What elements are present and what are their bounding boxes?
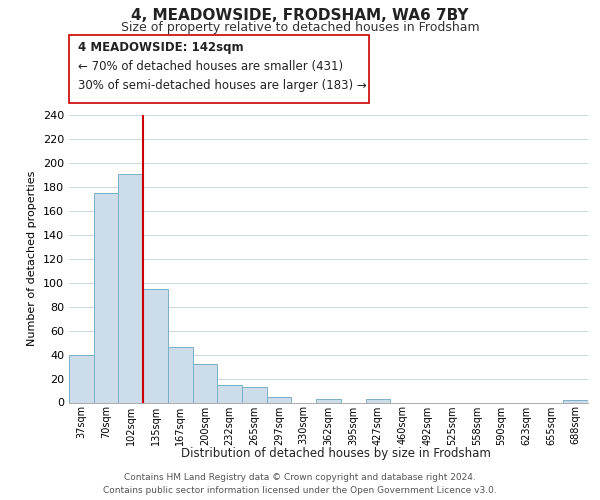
Y-axis label: Number of detached properties: Number of detached properties (28, 171, 37, 346)
Bar (168, 348, 193, 403)
Bar (242, 387, 267, 402)
Bar (217, 384, 242, 402)
Bar (563, 400, 588, 402)
Text: 30% of semi-detached houses are larger (183) →: 30% of semi-detached houses are larger (… (78, 79, 367, 92)
Bar (118, 174, 143, 402)
Text: 4, MEADOWSIDE, FRODSHAM, WA6 7BY: 4, MEADOWSIDE, FRODSHAM, WA6 7BY (131, 8, 469, 22)
Text: Distribution of detached houses by size in Frodsham: Distribution of detached houses by size … (181, 448, 491, 460)
Bar (365, 399, 390, 402)
Text: Contains HM Land Registry data © Crown copyright and database right 2024.
Contai: Contains HM Land Registry data © Crown c… (103, 474, 497, 495)
Bar (143, 288, 168, 403)
Bar (267, 396, 292, 402)
Bar (316, 399, 341, 402)
Bar (193, 364, 217, 403)
Bar (94, 193, 118, 402)
Bar (69, 354, 94, 403)
Text: 4 MEADOWSIDE: 142sqm: 4 MEADOWSIDE: 142sqm (78, 41, 244, 54)
Text: Size of property relative to detached houses in Frodsham: Size of property relative to detached ho… (121, 21, 479, 34)
Text: ← 70% of detached houses are smaller (431): ← 70% of detached houses are smaller (43… (78, 60, 343, 73)
